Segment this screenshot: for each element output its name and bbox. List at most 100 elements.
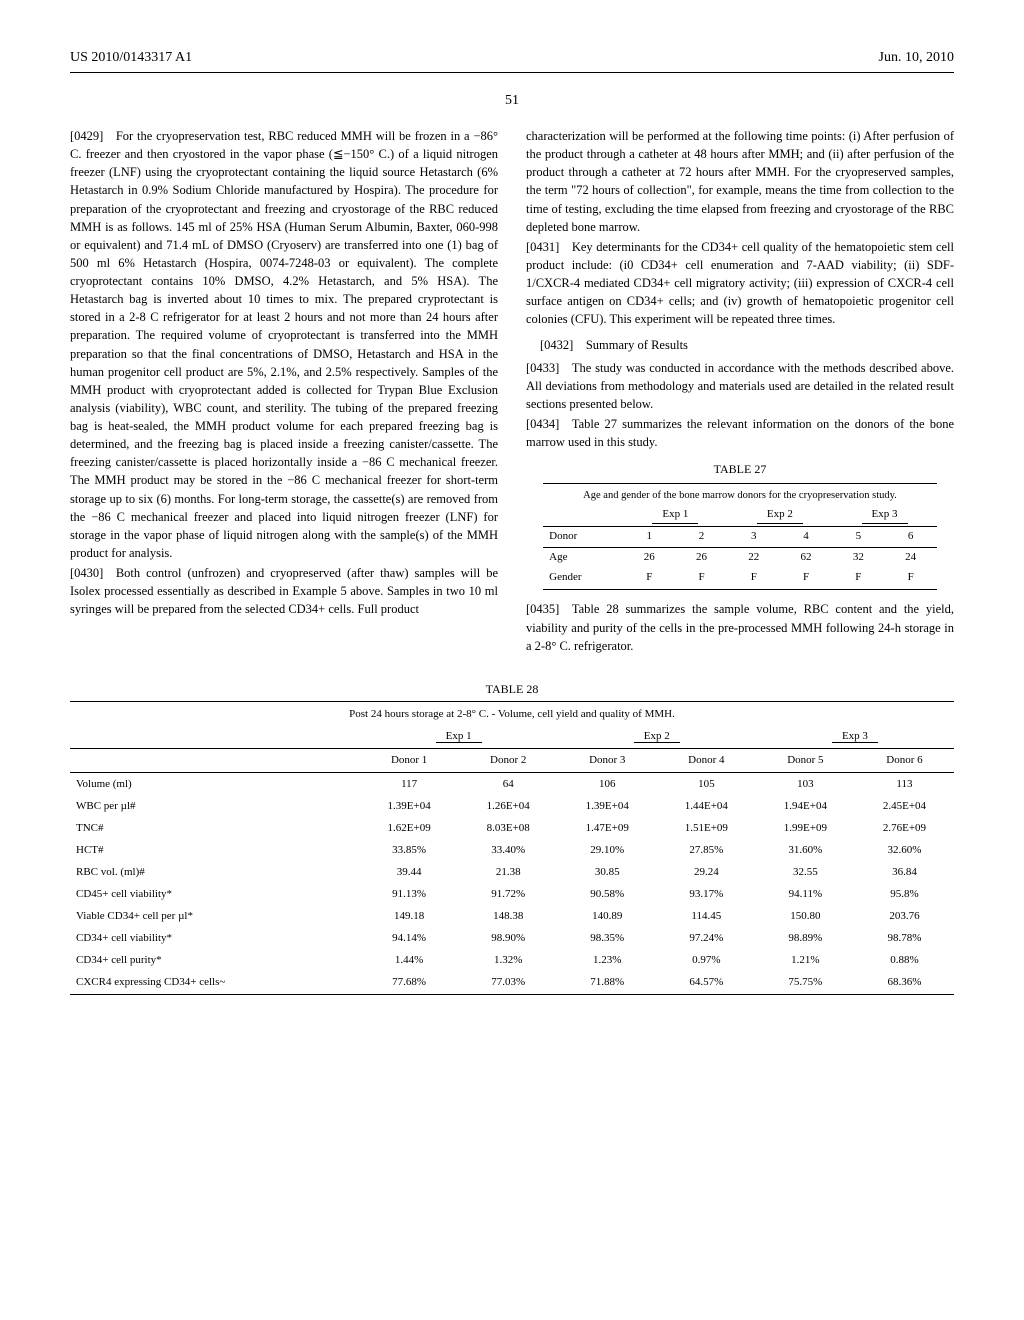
table-row: WBC per µl#1.39E+041.26E+041.39E+041.44E… (70, 795, 954, 817)
table27-title: Age and gender of the bone marrow donors… (543, 483, 937, 505)
right-column: characterization will be performed at th… (526, 127, 954, 657)
cell: 29.24 (657, 861, 756, 883)
cell: 91.13% (360, 883, 459, 905)
cell: 2.76E+09 (855, 817, 954, 839)
cell: 98.90% (459, 927, 558, 949)
table27-exp3: Exp 3 (862, 507, 908, 524)
cell: 203.76 (855, 905, 954, 927)
table-row: CD34+ cell viability*94.14%98.90%98.35% 9… (70, 927, 954, 949)
cell: 94.14% (360, 927, 459, 949)
table-row: Viable CD34+ cell per µl*149.18148.38140… (70, 905, 954, 927)
cell: 36.84 (855, 861, 954, 883)
cell: 1.51E+09 (657, 817, 756, 839)
cell: 98.78% (855, 927, 954, 949)
table-row: CD45+ cell viability*91.13%91.72%90.58%9… (70, 883, 954, 905)
table28-caption: TABLE 28 (70, 682, 954, 697)
pub-number: US 2010/0143317 A1 (70, 50, 192, 66)
left-column: [0429] For the cryopreservation test, RB… (70, 127, 498, 657)
cell: 1.32% (459, 949, 558, 971)
table27-caption: TABLE 27 (526, 461, 954, 478)
row-label: HCT# (70, 839, 360, 861)
cell: 114.45 (657, 905, 756, 927)
cell: 32.55 (756, 861, 855, 883)
table-row: TNC#1.62E+098.03E+081.47E+091.51E+091.99… (70, 817, 954, 839)
cell: 0.88% (855, 949, 954, 971)
cell: 150.80 (756, 905, 855, 927)
table27-exp1: Exp 1 (652, 507, 698, 524)
page-header: US 2010/0143317 A1 Jun. 10, 2010 (70, 50, 954, 66)
cell: 39.44 (360, 861, 459, 883)
cell: 77.68% (360, 971, 459, 995)
row-label: RBC vol. (ml)# (70, 861, 360, 883)
table27-donor-label: Donor (543, 526, 623, 547)
cell: 27.85% (657, 839, 756, 861)
cell: 98.89% (756, 927, 855, 949)
row-label: CD34+ cell purity* (70, 949, 360, 971)
cell: 71.88% (558, 971, 657, 995)
para-0429: [0429] For the cryopreservation test, RB… (70, 127, 498, 562)
para-0430: [0430] Both control (unfrozen) and cryop… (70, 564, 498, 618)
cell: 1.23% (558, 949, 657, 971)
cell: 33.85% (360, 839, 459, 861)
cell: 30.85 (558, 861, 657, 883)
para-0431: [0431] Key determinants for the CD34+ ce… (526, 238, 954, 329)
cell: 1.26E+04 (459, 795, 558, 817)
row-label: CXCR4 expressing CD34+ cells~ (70, 971, 360, 995)
row-label: TNC# (70, 817, 360, 839)
table-row: RBC vol. (ml)#39.4421.3830.8529.2432.553… (70, 861, 954, 883)
cell: 64.57% (657, 971, 756, 995)
cell: 103 (756, 772, 855, 795)
row-label: CD34+ cell viability* (70, 927, 360, 949)
header-rule (70, 72, 954, 73)
cell: 95.8% (855, 883, 954, 905)
para-0432: [0432] Summary of Results (540, 336, 954, 354)
cell: 21.38 (459, 861, 558, 883)
cell: 1.44E+04 (657, 795, 756, 817)
cell: 1.99E+09 (756, 817, 855, 839)
row-label: Viable CD34+ cell per µl* (70, 905, 360, 927)
cell: 64 (459, 772, 558, 795)
cell: 148.38 (459, 905, 558, 927)
table27-exp2: Exp 2 (757, 507, 803, 524)
cell: 1.62E+09 (360, 817, 459, 839)
cell: 98.35% (558, 927, 657, 949)
cell: 33.40% (459, 839, 558, 861)
cell: 1.94E+04 (756, 795, 855, 817)
cell: 0.97% (657, 949, 756, 971)
cell: 90.58% (558, 883, 657, 905)
cell: 1.21% (756, 949, 855, 971)
para-0435: [0435] Table 28 summarizes the sample vo… (526, 600, 954, 654)
table28: Post 24 hours storage at 2-8° C. - Volum… (70, 701, 954, 995)
cell: 29.10% (558, 839, 657, 861)
para-continuation: characterization will be performed at th… (526, 127, 954, 236)
table-row: Volume (ml)11764106105103113 (70, 772, 954, 795)
cell: 149.18 (360, 905, 459, 927)
table28-title: Post 24 hours storage at 2-8° C. - Volum… (70, 701, 954, 725)
cell: 8.03E+08 (459, 817, 558, 839)
cell: 106 (558, 772, 657, 795)
cell: 91.72% (459, 883, 558, 905)
row-label: WBC per µl# (70, 795, 360, 817)
table28-wrap: TABLE 28 Post 24 hours storage at 2-8° C… (70, 682, 954, 995)
cell: 68.36% (855, 971, 954, 995)
cell: 77.03% (459, 971, 558, 995)
para-0433: [0433] The study was conducted in accord… (526, 359, 954, 413)
pub-date: Jun. 10, 2010 (879, 50, 954, 66)
page-number: 51 (70, 93, 954, 109)
cell: 113 (855, 772, 954, 795)
cell: 32.60% (855, 839, 954, 861)
row-label: Volume (ml) (70, 772, 360, 795)
cell: 93.17% (657, 883, 756, 905)
cell: 1.39E+04 (558, 795, 657, 817)
cell: 1.47E+09 (558, 817, 657, 839)
cell: 31.60% (756, 839, 855, 861)
cell: 75.75% (756, 971, 855, 995)
cell: 105 (657, 772, 756, 795)
table-row: CD34+ cell purity*1.44%1.32%1.23%0.97%1.… (70, 949, 954, 971)
cell: 117 (360, 772, 459, 795)
table27: Age and gender of the bone marrow donors… (543, 483, 937, 591)
cell: 140.89 (558, 905, 657, 927)
row-label: CD45+ cell viability* (70, 883, 360, 905)
cell: 1.44% (360, 949, 459, 971)
table-row: CXCR4 expressing CD34+ cells~77.68%77.03… (70, 971, 954, 995)
